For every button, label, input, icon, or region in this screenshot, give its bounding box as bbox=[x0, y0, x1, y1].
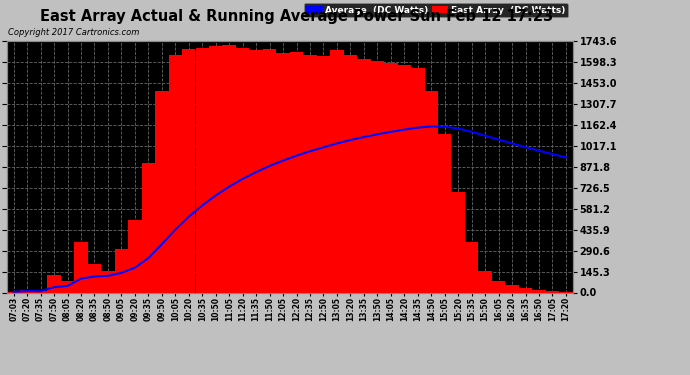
Bar bbox=[424, 91, 438, 292]
Legend: Average  (DC Watts), East Array  (DC Watts): Average (DC Watts), East Array (DC Watts… bbox=[304, 3, 568, 18]
Text: Copyright 2017 Cartronics.com: Copyright 2017 Cartronics.com bbox=[8, 28, 139, 37]
Bar bbox=[276, 53, 290, 292]
Bar bbox=[115, 249, 128, 292]
Bar bbox=[195, 48, 209, 292]
Bar bbox=[263, 49, 276, 292]
Bar bbox=[546, 291, 559, 292]
Bar bbox=[141, 163, 155, 292]
Text: East Array Actual & Running Average Power Sun Feb 12 17:23: East Array Actual & Running Average Powe… bbox=[40, 9, 553, 24]
Bar bbox=[168, 55, 182, 292]
Bar bbox=[155, 91, 168, 292]
Bar bbox=[344, 55, 357, 292]
Bar bbox=[182, 49, 195, 292]
Bar bbox=[101, 271, 115, 292]
Bar bbox=[222, 45, 236, 292]
Bar bbox=[304, 55, 317, 292]
Bar bbox=[505, 285, 519, 292]
Bar bbox=[128, 220, 141, 292]
Bar bbox=[519, 288, 532, 292]
Bar bbox=[331, 50, 344, 292]
Bar bbox=[249, 50, 263, 292]
Bar bbox=[532, 290, 546, 292]
Bar bbox=[75, 242, 88, 292]
Bar bbox=[384, 63, 397, 292]
Bar bbox=[209, 46, 222, 292]
Bar bbox=[61, 281, 75, 292]
Bar bbox=[451, 192, 465, 292]
Bar bbox=[492, 281, 505, 292]
Bar bbox=[21, 290, 34, 292]
Bar bbox=[411, 68, 424, 292]
Bar bbox=[317, 56, 331, 292]
Bar bbox=[88, 264, 101, 292]
Bar bbox=[371, 60, 384, 292]
Bar bbox=[397, 65, 411, 292]
Bar bbox=[465, 242, 478, 292]
Bar bbox=[438, 134, 451, 292]
Bar bbox=[478, 271, 492, 292]
Bar bbox=[236, 48, 249, 292]
Bar bbox=[34, 291, 48, 292]
Bar bbox=[357, 59, 371, 292]
Bar bbox=[48, 275, 61, 292]
Bar bbox=[290, 52, 304, 292]
